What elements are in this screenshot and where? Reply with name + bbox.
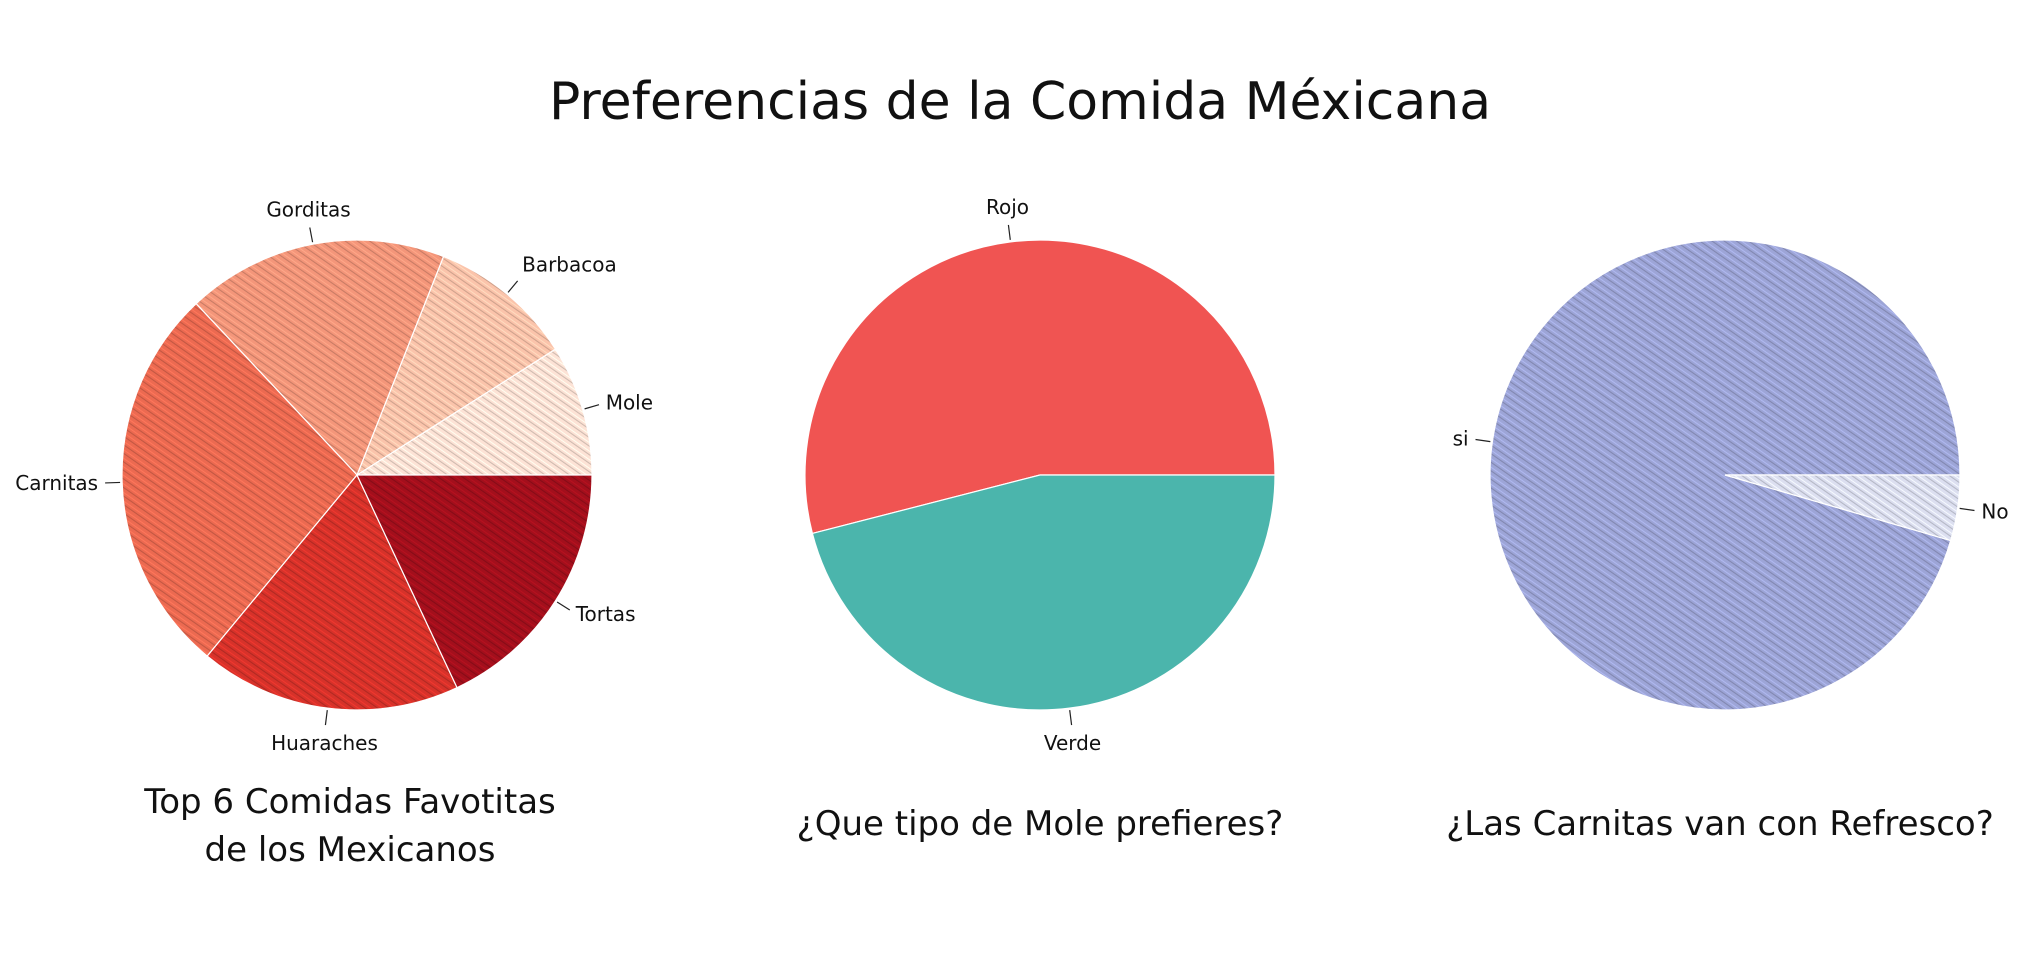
pie-slice-no (1724, 474, 1961, 542)
slice-label-barbacoa: Barbacoa (522, 252, 617, 276)
leader-line-huaraches (324, 710, 328, 726)
slice-label-no: No (1981, 500, 2008, 524)
pie-chart-mole: Rojo Verde (804, 195, 1276, 755)
chart-title-comidas: Top 6 Comidas Favotitas de los Mexicanos (80, 778, 620, 874)
pie-slice-carnitas (121, 302, 358, 657)
slice-label-tortas: Tortas (575, 602, 636, 626)
leader-line-barbacoa (507, 280, 519, 293)
leader-line-no (1959, 507, 1975, 512)
leader-line-rojo (1007, 224, 1011, 240)
leader-line-gorditas (309, 227, 314, 243)
pie-slice-tortas (356, 474, 593, 689)
pie-slice-gorditas (195, 239, 445, 477)
slice-label-si: si (1453, 427, 1469, 451)
leader-line-verde (1069, 710, 1073, 726)
pie-slice-rojo (804, 239, 1276, 535)
pie-slice-verde (811, 474, 1276, 711)
chart-title-mole: ¿Que tipo de Mole prefieres? (796, 804, 1284, 844)
leader-line-mole (584, 404, 600, 410)
leader-line-si (1475, 438, 1491, 443)
chart-title-line-1: Top 6 Comidas Favotitas (144, 782, 556, 822)
slice-label-rojo: Rojo (986, 195, 1029, 219)
chart-title-line-2: de los Mexicanos (204, 830, 496, 870)
slice-label-huaraches: Huaraches (271, 731, 378, 755)
slice-label-verde: Verde (1044, 731, 1101, 755)
pie-slice-huaraches (206, 473, 458, 711)
pie-chart-comidas: Mole Barbacoa Gorditas Carnitas Huaraches Tor… (15, 198, 653, 755)
slice-label-mole: Mole (606, 391, 653, 415)
pie-slice-barbacoa (355, 255, 557, 477)
main-title: Preferencias de la Comida Méxicana (548, 72, 1492, 132)
slice-label-gorditas: Gorditas (266, 198, 350, 222)
leader-line-tortas (556, 601, 571, 611)
slice-label-carnitas: Carnitas (15, 471, 98, 495)
pie-slice-mole (354, 348, 593, 476)
pie-chart-carnitas-refresco: si No (1453, 239, 2009, 711)
chart-title-carnitas-refresco: ¿Las Carnitas van con Refresco? (1446, 804, 1994, 844)
